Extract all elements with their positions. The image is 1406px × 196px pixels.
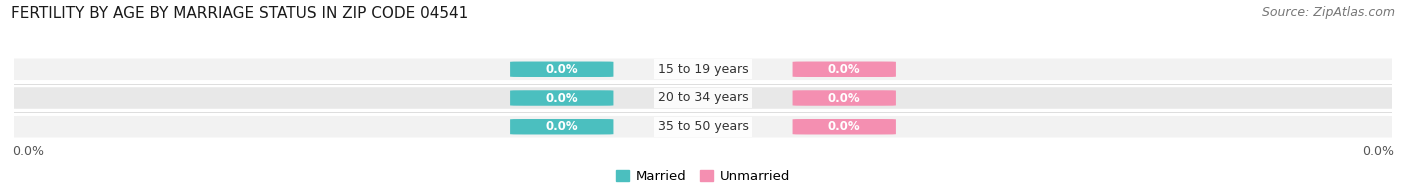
Text: 0.0%: 0.0%: [546, 120, 578, 133]
Text: 0.0%: 0.0%: [828, 120, 860, 133]
Text: 0.0%: 0.0%: [546, 92, 578, 104]
FancyBboxPatch shape: [510, 62, 613, 77]
Text: 15 to 19 years: 15 to 19 years: [658, 63, 748, 76]
FancyBboxPatch shape: [0, 87, 1406, 109]
Text: 0.0%: 0.0%: [828, 92, 860, 104]
Text: Source: ZipAtlas.com: Source: ZipAtlas.com: [1261, 6, 1395, 19]
Text: FERTILITY BY AGE BY MARRIAGE STATUS IN ZIP CODE 04541: FERTILITY BY AGE BY MARRIAGE STATUS IN Z…: [11, 6, 468, 21]
FancyBboxPatch shape: [0, 58, 1406, 80]
FancyBboxPatch shape: [510, 90, 613, 106]
Text: 35 to 50 years: 35 to 50 years: [658, 120, 748, 133]
Text: 20 to 34 years: 20 to 34 years: [658, 92, 748, 104]
Text: 0.0%: 0.0%: [546, 63, 578, 76]
FancyBboxPatch shape: [793, 119, 896, 134]
FancyBboxPatch shape: [510, 119, 613, 134]
FancyBboxPatch shape: [793, 90, 896, 106]
FancyBboxPatch shape: [793, 62, 896, 77]
Text: 0.0%: 0.0%: [828, 63, 860, 76]
FancyBboxPatch shape: [0, 116, 1406, 138]
Legend: Married, Unmarried: Married, Unmarried: [610, 164, 796, 188]
